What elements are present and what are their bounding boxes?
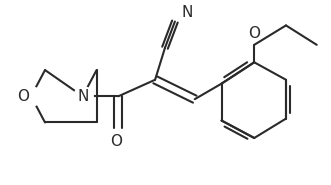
Text: N: N <box>77 89 88 104</box>
Text: N: N <box>182 5 193 20</box>
Text: O: O <box>111 134 122 149</box>
Text: O: O <box>17 89 29 104</box>
Text: O: O <box>248 26 260 41</box>
